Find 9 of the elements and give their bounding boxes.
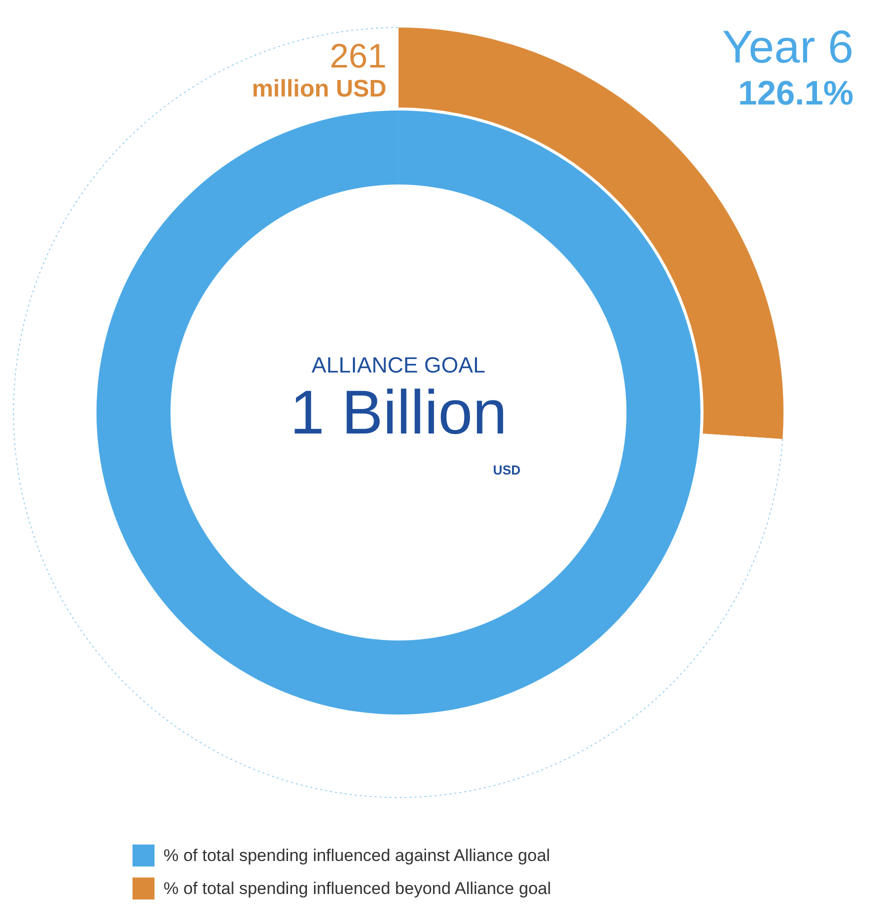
chart-title: Year 6	[722, 20, 854, 72]
text: million USD	[252, 76, 386, 102]
text: 126.1%	[738, 74, 854, 112]
text: 1 Billion	[290, 378, 508, 448]
text: USD	[493, 462, 521, 478]
legend-label: % of total spending influenced beyond Alliance goal	[164, 879, 552, 898]
text: 261	[330, 38, 387, 76]
legend-label: % of total spending influenced against Alliance goal	[164, 846, 550, 865]
text: ALLIANCE GOAL	[312, 352, 486, 378]
